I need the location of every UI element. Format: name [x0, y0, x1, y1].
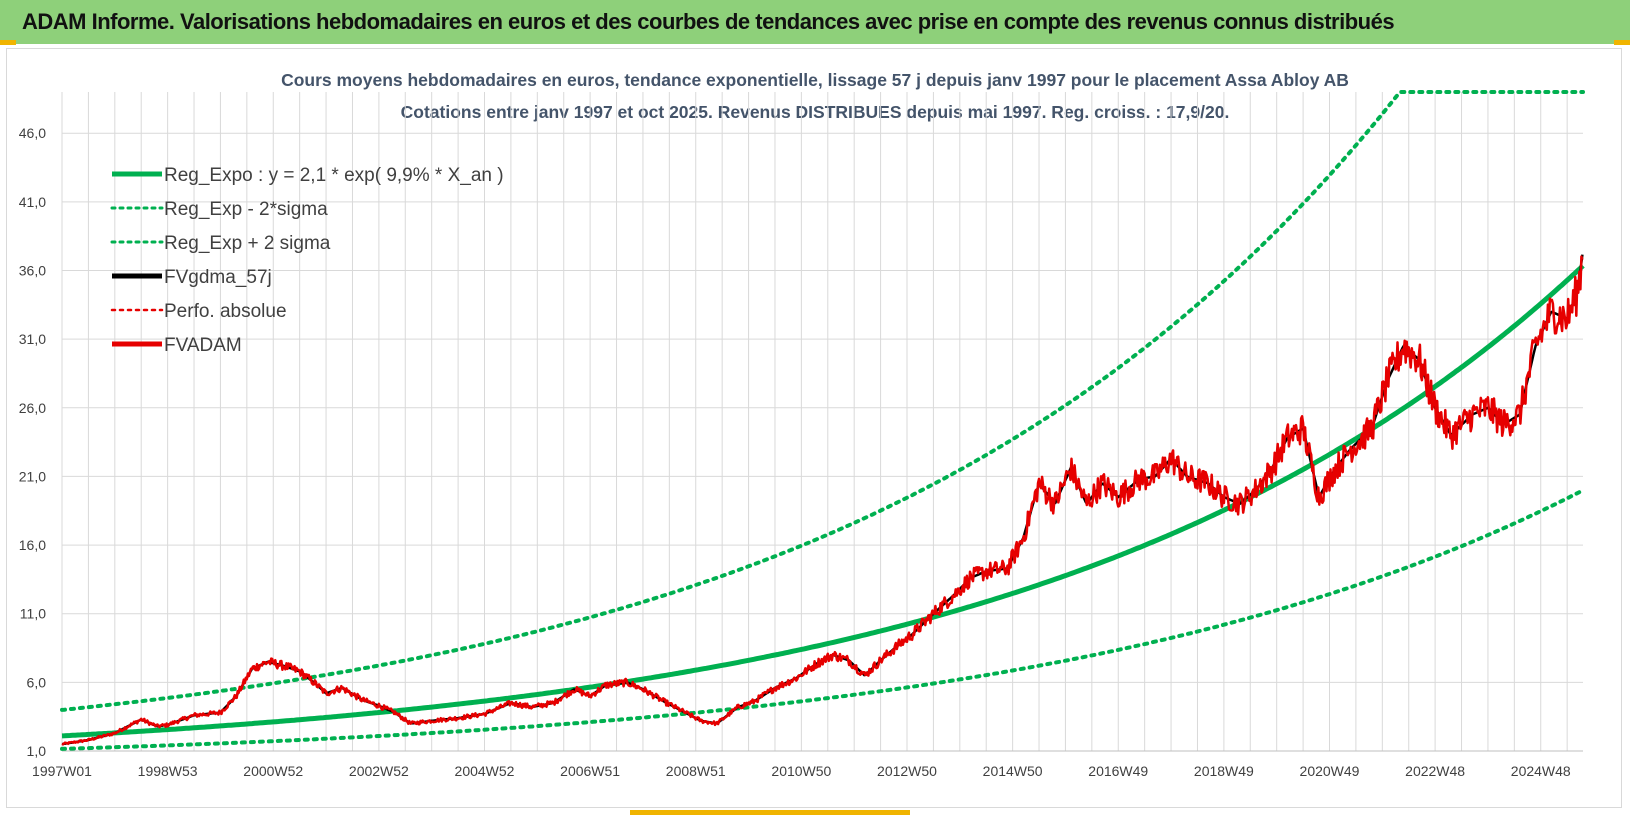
x-tick-label: 2020W49 [1300, 763, 1360, 779]
header-title: ADAM Informe. Valorisations hebdomadaire… [22, 9, 1395, 34]
chart-frame [6, 48, 1622, 808]
series-reg-expo [61, 263, 1585, 739]
x-tick-label: 2022W48 [1405, 763, 1465, 779]
legend-label: FVADAM [164, 335, 242, 356]
x-tick-label: 2016W49 [1088, 763, 1148, 779]
legend-label: Reg_Exp - 2*sigma [164, 199, 328, 220]
y-tick-label: 41,0 [19, 194, 46, 210]
x-tick-label: 2008W51 [666, 763, 726, 779]
x-tick-label: 2010W50 [771, 763, 831, 779]
y-tick-label: 46,0 [19, 125, 46, 141]
x-tick-label: 2000W52 [243, 763, 303, 779]
x-tick-label: 1998W53 [138, 763, 198, 779]
series-fvadam [61, 255, 1584, 746]
y-tick-label: 11,0 [20, 606, 46, 622]
legend-label: Reg_Exp + 2 sigma [164, 233, 331, 254]
legend-label: Reg_Expo : y = 2,1 * exp( 9,9% * X_an ) [164, 165, 504, 186]
axis-layer: 1,0 6,0 11,0 16,0 21,0 26,0 31,0 36,0 41,0 46,0 19… [19, 125, 1583, 779]
x-tick-label: 2014W50 [983, 763, 1043, 779]
x-tick-label: 2018W49 [1194, 763, 1254, 779]
bottom-accent [630, 810, 910, 815]
y-tick-label: 26,0 [19, 400, 46, 416]
y-tick-label: 21,0 [19, 468, 46, 484]
series-layer [60, 90, 1585, 751]
series-reg-exp-minus-2sigma [60, 488, 1585, 751]
legend-label: FVgdma_57j [164, 267, 272, 288]
corner-accent-left [0, 40, 16, 45]
y-tick-label: 16,0 [19, 537, 46, 553]
chart-title-line2: Cotations entre janv 1997 et oct 2025. R… [401, 102, 1230, 122]
legend-label: Perfo. absolue [164, 301, 287, 322]
grid-layer [61, 92, 1583, 752]
series-reg-exp-plus-2sigma [60, 90, 1585, 712]
x-tick-label: 2024W48 [1511, 763, 1571, 779]
y-tick-label: 6,0 [27, 674, 47, 690]
x-tick-label: 1997W01 [32, 763, 92, 779]
chart-title-line1: Cours moyens hebdomadaires en euros, ten… [281, 70, 1349, 90]
x-tick-label: 2004W52 [455, 763, 515, 779]
x-tick-label: 2006W51 [560, 763, 620, 779]
series-fvgdma-57j [61, 254, 1584, 746]
x-tick-label: 2002W52 [349, 763, 409, 779]
y-tick-label: 1,0 [27, 743, 47, 759]
corner-accent-right [1614, 40, 1630, 45]
x-tick-label: 2012W50 [877, 763, 937, 779]
y-tick-label: 31,0 [19, 331, 46, 347]
legend: Reg_Expo : y = 2,1 * exp( 9,9% * X_an ) R… [110, 165, 504, 356]
app-header: ADAM Informe. Valorisations hebdomadaire… [0, 0, 1630, 44]
y-tick-label: 36,0 [19, 262, 46, 278]
